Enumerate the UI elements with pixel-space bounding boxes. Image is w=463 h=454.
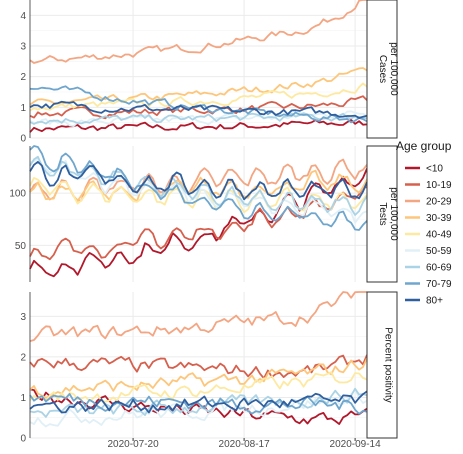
legend-label: 60-69 (426, 263, 452, 274)
legend-label: 40-49 (426, 230, 452, 241)
y-tick-label: 3 (20, 42, 26, 53)
x-tick-label: 2020-08-17 (219, 439, 271, 449)
series-line-20-29 (29, 158, 368, 202)
x-axis: 2020-07-20 2020-08-17 2020-09-14 (108, 438, 382, 450)
legend-label: 70-79 (426, 279, 452, 290)
series-line-30-39 (29, 357, 368, 399)
series-line-70-79 (29, 145, 368, 231)
x-tick-label: 2020-09-14 (330, 439, 382, 449)
panel-2: 50 100 Tests per 100,000 (9, 145, 399, 283)
y-tick-label: 0 (20, 434, 26, 445)
y-tick-label: 0 (20, 134, 26, 145)
series-line-80- (29, 390, 368, 414)
legend-label: 50-59 (426, 246, 452, 257)
series-line-60-69 (29, 387, 368, 418)
y-tick-label: 2 (20, 352, 26, 363)
facet-strip-label: Cases (377, 55, 388, 83)
series-line-40-49 (29, 82, 368, 112)
y-tick-label: 100 (9, 189, 26, 200)
series-line-30-39 (29, 169, 368, 203)
series-line-20-29 (29, 0, 367, 64)
panel-3: 0 1 2 3 Percent positivity (20, 291, 398, 445)
x-tick-label: 2020-07-20 (108, 439, 160, 449)
series-line-60-69 (29, 112, 368, 125)
facet-strip (366, 0, 398, 139)
series-line-80- (29, 100, 368, 119)
legend-label: 10-19 (426, 180, 452, 191)
facet-strip-label: per 100,000 (388, 42, 399, 96)
legend-title: Age group (396, 139, 452, 153)
legend-label: 20-29 (426, 197, 452, 208)
legend-label: 30-39 (426, 213, 452, 224)
facet-strip-label: per 100,000 (388, 187, 399, 241)
series-line--10 (29, 119, 368, 133)
series-line-50-59 (29, 388, 368, 428)
y-tick-label: 1 (20, 103, 26, 114)
series-line-40-49 (29, 371, 368, 403)
legend-label: <10 (426, 164, 443, 175)
series-line-30-39 (29, 67, 368, 106)
facet-strip-label: Tests (377, 202, 388, 225)
y-tick-label: 4 (20, 11, 26, 22)
y-tick-label: 2 (20, 72, 26, 83)
series-line--10 (29, 168, 368, 278)
y-tick-label: 1 (20, 393, 26, 404)
series-line-80- (29, 161, 368, 201)
series-line-10-19 (29, 186, 368, 261)
facet-strip (366, 145, 398, 283)
y-tick-label: 50 (15, 241, 27, 252)
y-tick-label: 3 (20, 312, 26, 323)
legend-label: 80+ (426, 296, 443, 307)
panel-1: 0 1 2 3 4 Cases per 100,000 (20, 0, 399, 145)
series-line-10-19 (29, 95, 368, 120)
series-line-20-29 (29, 291, 367, 342)
series-line-50-59 (29, 158, 368, 224)
facet-strip (366, 291, 398, 439)
legend: Age group <10 10-19 20-29 30-39 40-49 50-59 60… (396, 139, 452, 307)
series-line-70-79 (29, 393, 368, 415)
facet-strip-label: Percent positivity (383, 327, 394, 403)
